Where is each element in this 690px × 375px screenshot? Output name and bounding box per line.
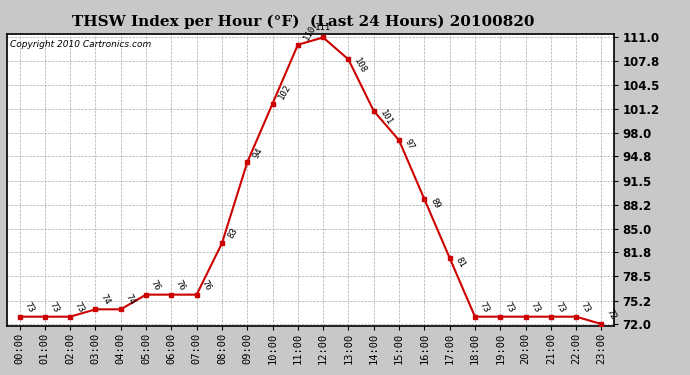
Text: 73: 73 (503, 300, 516, 314)
Text: 102: 102 (277, 82, 293, 101)
Text: 73: 73 (477, 300, 491, 314)
Text: 94: 94 (251, 146, 264, 160)
Text: 73: 73 (48, 300, 61, 314)
Text: 76: 76 (174, 278, 187, 292)
Text: 111: 111 (315, 23, 331, 32)
Text: 73: 73 (579, 300, 592, 314)
Text: 73: 73 (529, 300, 542, 314)
Text: 74: 74 (98, 293, 111, 307)
Text: 73: 73 (553, 300, 566, 314)
Text: THSW Index per Hour (°F)  (Last 24 Hours) 20100820: THSW Index per Hour (°F) (Last 24 Hours)… (72, 15, 535, 29)
Text: 89: 89 (428, 196, 442, 210)
Text: 97: 97 (403, 138, 416, 152)
Text: Copyright 2010 Cartronics.com: Copyright 2010 Cartronics.com (10, 40, 151, 49)
Text: 81: 81 (454, 255, 467, 269)
Text: 76: 76 (199, 278, 213, 292)
Text: 76: 76 (149, 278, 162, 292)
Text: 73: 73 (73, 300, 86, 314)
Text: 108: 108 (353, 57, 368, 75)
Text: 101: 101 (378, 108, 394, 127)
Text: 72: 72 (604, 308, 618, 321)
Text: 74: 74 (124, 293, 137, 307)
Text: 83: 83 (226, 226, 239, 240)
Text: 110: 110 (302, 24, 318, 42)
Text: 73: 73 (22, 300, 35, 314)
